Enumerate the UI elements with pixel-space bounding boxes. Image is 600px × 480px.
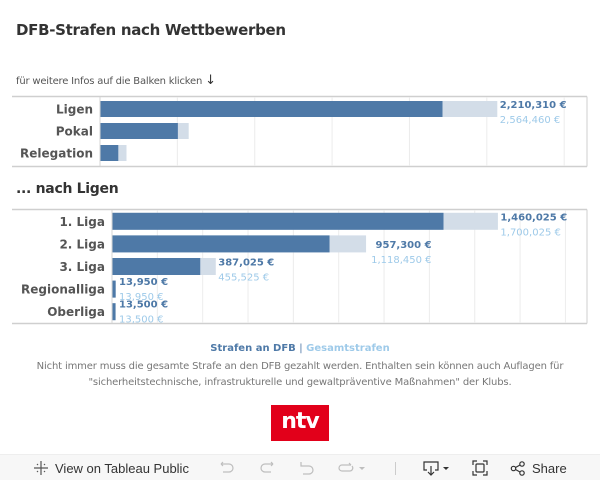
value-label-dfb-2-liga: 957,300 € xyxy=(376,240,432,251)
fullscreen-icon xyxy=(472,460,488,476)
value-label-total-regionalliga: 13,950 € xyxy=(119,292,164,303)
value-label-dfb-1-liga: 1,460,025 € xyxy=(500,212,567,223)
bar-dfb-oberliga[interactable] xyxy=(112,303,116,321)
undo-button[interactable] xyxy=(218,455,236,480)
redo-button[interactable] xyxy=(258,455,276,480)
category-label-3-liga: 3. Liga xyxy=(59,260,105,274)
bar-dfb-relegation[interactable] xyxy=(100,145,119,161)
value-label-total-ligen: 2,564,460 € xyxy=(500,115,560,126)
value-label-total-oberliga: 13,500 € xyxy=(119,315,164,326)
bar-dfb-2-liga[interactable] xyxy=(112,235,330,253)
bar-dfb-pokal[interactable] xyxy=(100,123,178,139)
value-label-dfb-3-liga: 387,025 € xyxy=(218,258,274,269)
revert-icon xyxy=(300,462,314,475)
chart-ligen: 1. Liga 2. Liga 3. Liga Regionalliga Oberlig… xyxy=(12,208,588,326)
view-on-tableau-label: View on Tableau Public xyxy=(55,460,189,476)
toolbar-divider xyxy=(395,462,396,475)
tableau-toolbar: View on Tableau Public xyxy=(0,454,600,480)
redo-icon xyxy=(260,461,274,473)
ntv-logo-text: ntv xyxy=(281,409,320,434)
refresh-button[interactable] xyxy=(336,455,366,480)
category-label-relegation: Relegation xyxy=(20,147,93,161)
category-label-oberliga: Oberliga xyxy=(47,305,105,319)
arrow-down-icon: ↓ xyxy=(205,73,216,88)
value-label-dfb-ligen: 2,210,310 € xyxy=(500,100,567,111)
share-icon xyxy=(510,461,525,476)
legend-separator: | xyxy=(299,343,303,354)
download-button[interactable] xyxy=(422,455,452,480)
color-legend: Strafen an DFB | Gesamtstrafen xyxy=(0,343,600,354)
bar-dfb-regionalliga[interactable] xyxy=(112,280,116,298)
legend-total: Gesamtstrafen xyxy=(306,343,390,354)
value-label-total-3-liga: 455,525 € xyxy=(218,273,269,284)
fullscreen-button[interactable] xyxy=(472,455,488,480)
value-label-dfb-oberliga: 13,500 € xyxy=(119,300,168,311)
ntv-logo[interactable]: ntv xyxy=(271,405,329,441)
value-label-total-2-liga: 1,118,450 € xyxy=(371,255,431,266)
category-label-ligen: Ligen xyxy=(56,103,93,117)
category-label-pokal: Pokal xyxy=(56,125,93,139)
click-hint-text: für weitere Infos auf die Balken klicken xyxy=(16,76,203,87)
bar-dfb-3-liga[interactable] xyxy=(112,258,201,275)
share-button[interactable]: Share xyxy=(510,455,567,480)
bar-dfb-1-liga[interactable] xyxy=(112,212,444,230)
dashboard-title: DFB-Strafen nach Wettbewerben xyxy=(16,21,286,39)
undo-icon xyxy=(220,461,234,473)
view-on-tableau-button[interactable]: View on Tableau Public xyxy=(33,455,189,480)
download-icon xyxy=(423,461,449,476)
category-label-regionalliga: Regionalliga xyxy=(21,283,105,297)
share-label: Share xyxy=(532,460,567,476)
footnote: Nicht immer muss die gesamte Strafe an d… xyxy=(36,361,564,388)
refresh-icon xyxy=(338,462,365,472)
category-label-1-liga: 1. Liga xyxy=(59,215,105,229)
click-hint: für weitere Infos auf die Balken klicken… xyxy=(16,73,216,88)
legend-dfb: Strafen an DFB xyxy=(210,343,296,354)
category-label-2-liga: 2. Liga xyxy=(59,237,105,251)
bar-dfb-ligen[interactable] xyxy=(100,101,443,117)
chart-subtitle: ... nach Ligen xyxy=(16,181,119,197)
value-label-total-1-liga: 1,700,025 € xyxy=(500,227,560,238)
chart-wettbewerbe: Ligen Pokal Relegation 2,210,310 € 2,564,460… xyxy=(12,95,588,168)
value-label-dfb-regionalliga: 13,950 € xyxy=(119,277,168,288)
tableau-icon xyxy=(34,461,48,475)
revert-button[interactable] xyxy=(298,455,316,480)
